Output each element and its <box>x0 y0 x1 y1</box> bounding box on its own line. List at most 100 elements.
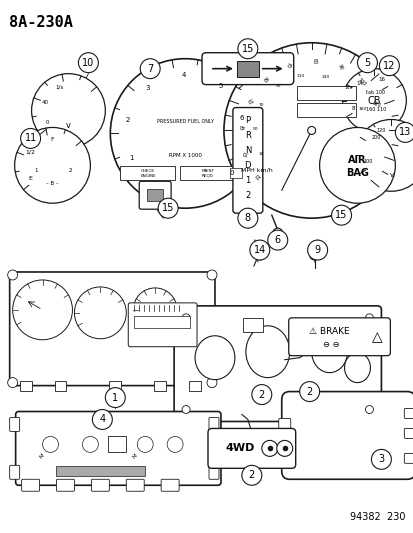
Text: 20: 20 <box>254 172 261 179</box>
Circle shape <box>378 56 399 76</box>
Text: 2: 2 <box>69 168 72 173</box>
FancyBboxPatch shape <box>147 189 163 201</box>
Text: 60: 60 <box>260 75 268 83</box>
Text: 15: 15 <box>241 44 254 54</box>
Text: E: E <box>28 176 32 181</box>
FancyBboxPatch shape <box>56 479 74 491</box>
Text: 1: 1 <box>129 155 134 161</box>
Ellipse shape <box>311 331 347 373</box>
Text: v: v <box>66 121 71 130</box>
Text: 6: 6 <box>274 235 280 245</box>
Text: MAINT
REQD: MAINT REQD <box>201 169 214 177</box>
Circle shape <box>110 59 259 208</box>
Text: M: M <box>39 453 46 460</box>
Circle shape <box>140 59 160 79</box>
FancyBboxPatch shape <box>161 479 179 491</box>
FancyBboxPatch shape <box>134 316 190 328</box>
Circle shape <box>31 74 105 148</box>
Circle shape <box>182 406 190 414</box>
Text: 50: 50 <box>244 96 252 103</box>
Text: R: R <box>244 131 250 140</box>
FancyBboxPatch shape <box>189 381 201 391</box>
FancyBboxPatch shape <box>55 466 145 477</box>
FancyBboxPatch shape <box>128 303 197 347</box>
Text: F: F <box>50 137 54 142</box>
Text: 200: 200 <box>370 134 380 140</box>
Text: – B –: – B – <box>46 181 59 186</box>
Circle shape <box>249 240 269 260</box>
Text: 9: 9 <box>314 245 320 255</box>
Text: P: P <box>245 116 250 125</box>
FancyBboxPatch shape <box>9 465 19 479</box>
Text: 70: 70 <box>284 61 290 69</box>
Text: 300: 300 <box>394 131 403 135</box>
Circle shape <box>133 288 177 332</box>
Circle shape <box>331 205 351 225</box>
FancyBboxPatch shape <box>154 381 166 391</box>
FancyBboxPatch shape <box>404 454 413 463</box>
Text: 1: 1 <box>112 393 118 402</box>
Text: ⊖ ⊖: ⊖ ⊖ <box>323 340 339 349</box>
Circle shape <box>74 287 126 339</box>
FancyBboxPatch shape <box>109 381 121 391</box>
Text: 15: 15 <box>335 210 347 220</box>
Text: 0: 0 <box>45 120 48 125</box>
FancyBboxPatch shape <box>139 181 171 209</box>
FancyBboxPatch shape <box>202 53 293 85</box>
FancyBboxPatch shape <box>21 479 40 491</box>
Text: 100: 100 <box>356 77 366 87</box>
FancyBboxPatch shape <box>236 61 258 77</box>
Text: v: v <box>388 172 392 179</box>
Circle shape <box>394 123 413 142</box>
Text: 14: 14 <box>253 245 265 255</box>
Text: 4: 4 <box>99 415 105 424</box>
FancyBboxPatch shape <box>209 417 218 431</box>
Text: 10: 10 <box>82 58 94 68</box>
Text: 160: 160 <box>358 107 366 111</box>
FancyBboxPatch shape <box>404 408 413 418</box>
Text: 4: 4 <box>181 71 186 78</box>
Text: 4WD: 4WD <box>225 443 254 454</box>
Circle shape <box>254 250 264 260</box>
Circle shape <box>365 314 373 322</box>
Text: 40: 40 <box>41 100 48 104</box>
Text: 2: 2 <box>125 117 130 123</box>
Circle shape <box>237 39 257 59</box>
Circle shape <box>307 240 327 260</box>
Text: tab 100: tab 100 <box>366 90 385 95</box>
Text: 1: 1 <box>244 176 250 185</box>
FancyBboxPatch shape <box>108 437 126 453</box>
Circle shape <box>92 409 112 430</box>
Text: 110: 110 <box>370 100 381 108</box>
FancyBboxPatch shape <box>242 318 262 332</box>
Text: 15: 15 <box>161 203 174 213</box>
Text: 90: 90 <box>275 84 280 88</box>
Circle shape <box>319 127 394 203</box>
Text: 110: 110 <box>296 74 304 78</box>
Text: RPM X 1000: RPM X 1000 <box>168 153 201 158</box>
Circle shape <box>78 53 98 72</box>
Text: 1: 1 <box>35 168 38 173</box>
Text: 0: 0 <box>229 169 233 175</box>
Text: 94382  230: 94382 230 <box>349 512 404 522</box>
Text: ⚠ BRAKE: ⚠ BRAKE <box>309 327 349 336</box>
FancyBboxPatch shape <box>404 429 413 439</box>
FancyBboxPatch shape <box>278 418 290 429</box>
Circle shape <box>8 377 18 387</box>
Text: 5: 5 <box>218 84 222 90</box>
FancyBboxPatch shape <box>120 166 175 180</box>
Circle shape <box>272 228 282 238</box>
FancyBboxPatch shape <box>281 392 413 479</box>
Text: BAG: BAG <box>345 168 368 179</box>
Ellipse shape <box>344 353 370 383</box>
Circle shape <box>276 440 292 456</box>
Text: 2: 2 <box>258 390 264 400</box>
Text: M: M <box>131 453 138 460</box>
FancyBboxPatch shape <box>288 318 389 356</box>
Text: 40: 40 <box>238 123 245 128</box>
Text: 6: 6 <box>239 115 244 121</box>
Text: 2: 2 <box>306 386 312 397</box>
Circle shape <box>158 198 178 218</box>
Text: 100: 100 <box>363 159 372 164</box>
Text: △: △ <box>371 330 382 344</box>
